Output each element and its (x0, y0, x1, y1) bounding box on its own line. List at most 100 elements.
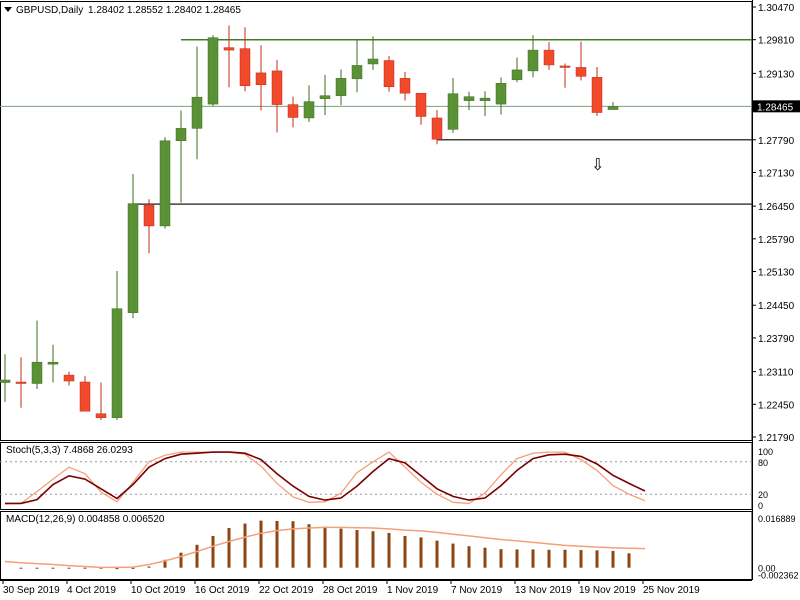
candle (223, 25, 235, 88)
chart-menu-triangle-icon (4, 7, 12, 12)
macd-histogram-bar (467, 546, 471, 568)
candle (207, 35, 219, 107)
stoch-title: Stoch(5,3,3) 7.4868 26.0293 (6, 445, 133, 456)
macd-histogram-bar (259, 520, 263, 568)
candle (63, 371, 75, 386)
candle-body-bull (351, 65, 363, 80)
time-tick-label: 4 Oct 2019 (67, 585, 116, 596)
macd-histogram-bar (323, 526, 327, 568)
macd-histogram-bar (547, 549, 551, 568)
candle (191, 46, 203, 160)
candle (255, 45, 267, 111)
candle-body-bear (79, 381, 91, 412)
candle (159, 137, 171, 229)
stoch-tick-label: 80 (758, 458, 768, 468)
macd-histogram-bar (51, 567, 55, 569)
macd-histogram-bar (371, 531, 375, 568)
candle (479, 91, 491, 116)
candle (527, 35, 539, 78)
macd-histogram-bar (99, 567, 103, 569)
macd-histogram-bar (179, 552, 183, 568)
macd-title: MACD(12,26,9) 0.004858 0.006520 (6, 514, 165, 525)
candle (95, 382, 107, 421)
current-price-tag-label: 1.28465 (757, 102, 794, 113)
candle-body-bull (319, 95, 331, 99)
macd-histogram-bar (435, 540, 439, 568)
macd-histogram-bar (419, 537, 423, 568)
candle-body-bull (447, 93, 459, 130)
candle (127, 173, 139, 319)
candle-body-bear (543, 49, 555, 66)
macd-histogram-bar (307, 524, 311, 568)
candle-body-bull (159, 140, 171, 227)
candle (431, 110, 443, 145)
candle (271, 60, 283, 133)
candle (511, 57, 523, 83)
candle-body-bull (495, 83, 507, 105)
macd-signal-line (4, 526, 646, 569)
candle-body-bull (607, 106, 619, 110)
macd-histogram-bar (243, 523, 247, 568)
macd-histogram-bar (227, 528, 231, 568)
price-tick-label: 1.25130 (758, 268, 795, 279)
chart-ohlc-readout: 1.28402 1.28552 1.28402 1.28465 (88, 5, 241, 16)
candle (575, 41, 587, 81)
macd-tick-label: 0.016889 (758, 514, 796, 524)
candle (383, 56, 395, 92)
price-pane (0, 1, 753, 441)
macd-histogram-bar (531, 549, 535, 568)
candle-body-bull (479, 97, 491, 101)
price-tick-label: 1.27790 (758, 136, 795, 147)
candle (143, 199, 155, 254)
time-tick-label: 10 Oct 2019 (131, 585, 186, 596)
candle-body-bull (463, 96, 475, 101)
time-tick-label: 16 Oct 2019 (195, 585, 250, 596)
candle (175, 110, 187, 203)
time-tick-label: 1 Nov 2019 (387, 585, 439, 596)
candle (367, 36, 379, 70)
macd-histogram-bar (515, 549, 519, 568)
candle-body-bear (287, 104, 299, 118)
candle-body-bear (383, 60, 395, 88)
price-tick-label: 1.22450 (758, 400, 795, 411)
macd-histogram-bar (147, 566, 151, 568)
macd-histogram-bar (83, 567, 87, 569)
candle (79, 376, 91, 412)
candle (111, 271, 123, 421)
candle-body-bear (255, 72, 267, 86)
chart-symbol-label: GBPUSD,Daily (16, 5, 84, 16)
down-arrow-icon: ⇩ (591, 157, 604, 174)
candle-body-bear (559, 65, 571, 68)
candle-body-bull (335, 78, 347, 96)
macd-tick-label: 0.00 (758, 564, 776, 574)
price-tick-label: 1.25790 (758, 235, 795, 246)
macd-histogram-bar (403, 535, 407, 568)
time-tick-label: 22 Oct 2019 (259, 585, 314, 596)
stoch-tick-label: 20 (758, 490, 768, 500)
candle-body-bull (303, 101, 315, 119)
candle-body-bear (95, 413, 107, 418)
candle-body-bear (15, 381, 27, 384)
macd-histogram-bar (451, 543, 455, 568)
price-tick-label: 1.23110 (758, 368, 794, 379)
candle (15, 357, 27, 408)
stoch-pane (0, 442, 753, 510)
candle-body-bear (223, 47, 235, 51)
macd-histogram-bar (483, 547, 487, 568)
candle (0, 354, 11, 402)
macd-histogram-bar (275, 520, 279, 568)
candle (239, 27, 251, 92)
macd-histogram-bar (355, 530, 359, 568)
macd-histogram-bar (627, 553, 631, 568)
price-tick-label: 1.30470 (758, 3, 795, 14)
macd-histogram-bar (67, 567, 71, 569)
candle (319, 74, 331, 115)
candle-body-bull (47, 361, 59, 365)
macd-histogram-bar (579, 550, 583, 568)
candle-body-bear (399, 78, 411, 94)
macd-histogram-bar (563, 549, 567, 568)
price-tick-label: 1.26450 (758, 202, 795, 213)
candle-body-bear (575, 67, 587, 77)
candle (607, 102, 619, 110)
